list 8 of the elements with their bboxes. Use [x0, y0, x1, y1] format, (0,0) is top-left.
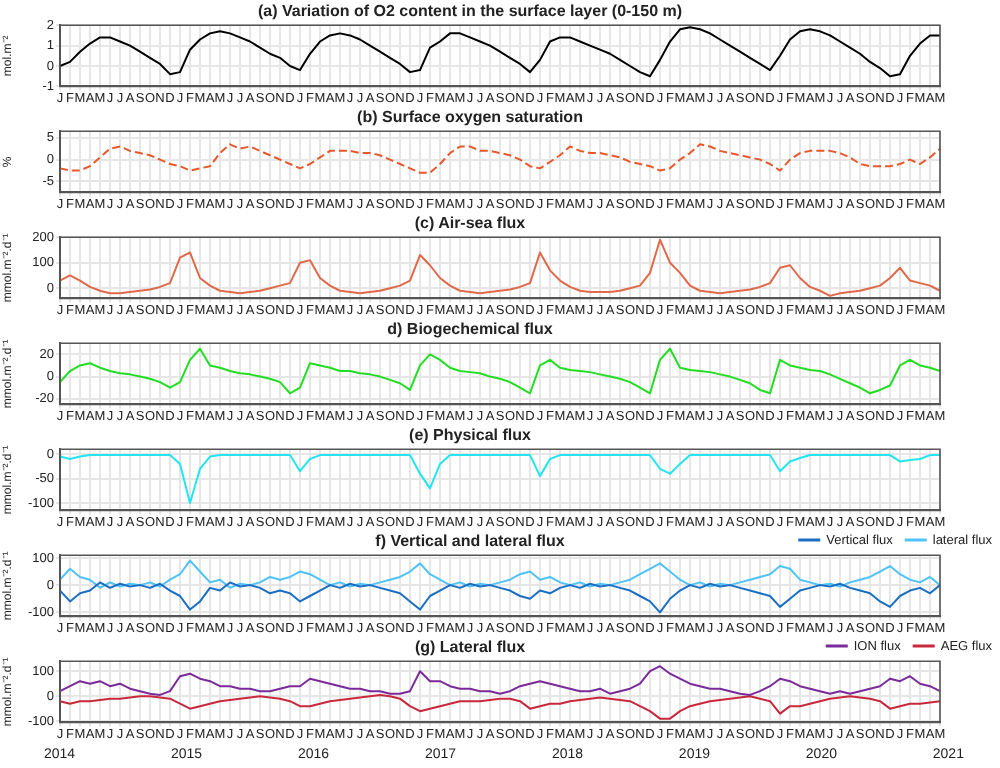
chart-title: (e) Physical flux [409, 426, 532, 445]
line-series [59, 143, 941, 174]
chart-title: (g) Lateral flux [414, 638, 527, 657]
chart-title: f) Vertical and lateral flux [375, 532, 566, 551]
chart-title: (a) Variation of O2 content in the surface layer (0-150 m) [257, 2, 683, 21]
chart-title: d) Biogechemical flux [387, 320, 554, 339]
chart-title: (c) Air-sea flux [414, 214, 527, 233]
chart-title: (b) Surface oxygen saturation [357, 108, 584, 127]
